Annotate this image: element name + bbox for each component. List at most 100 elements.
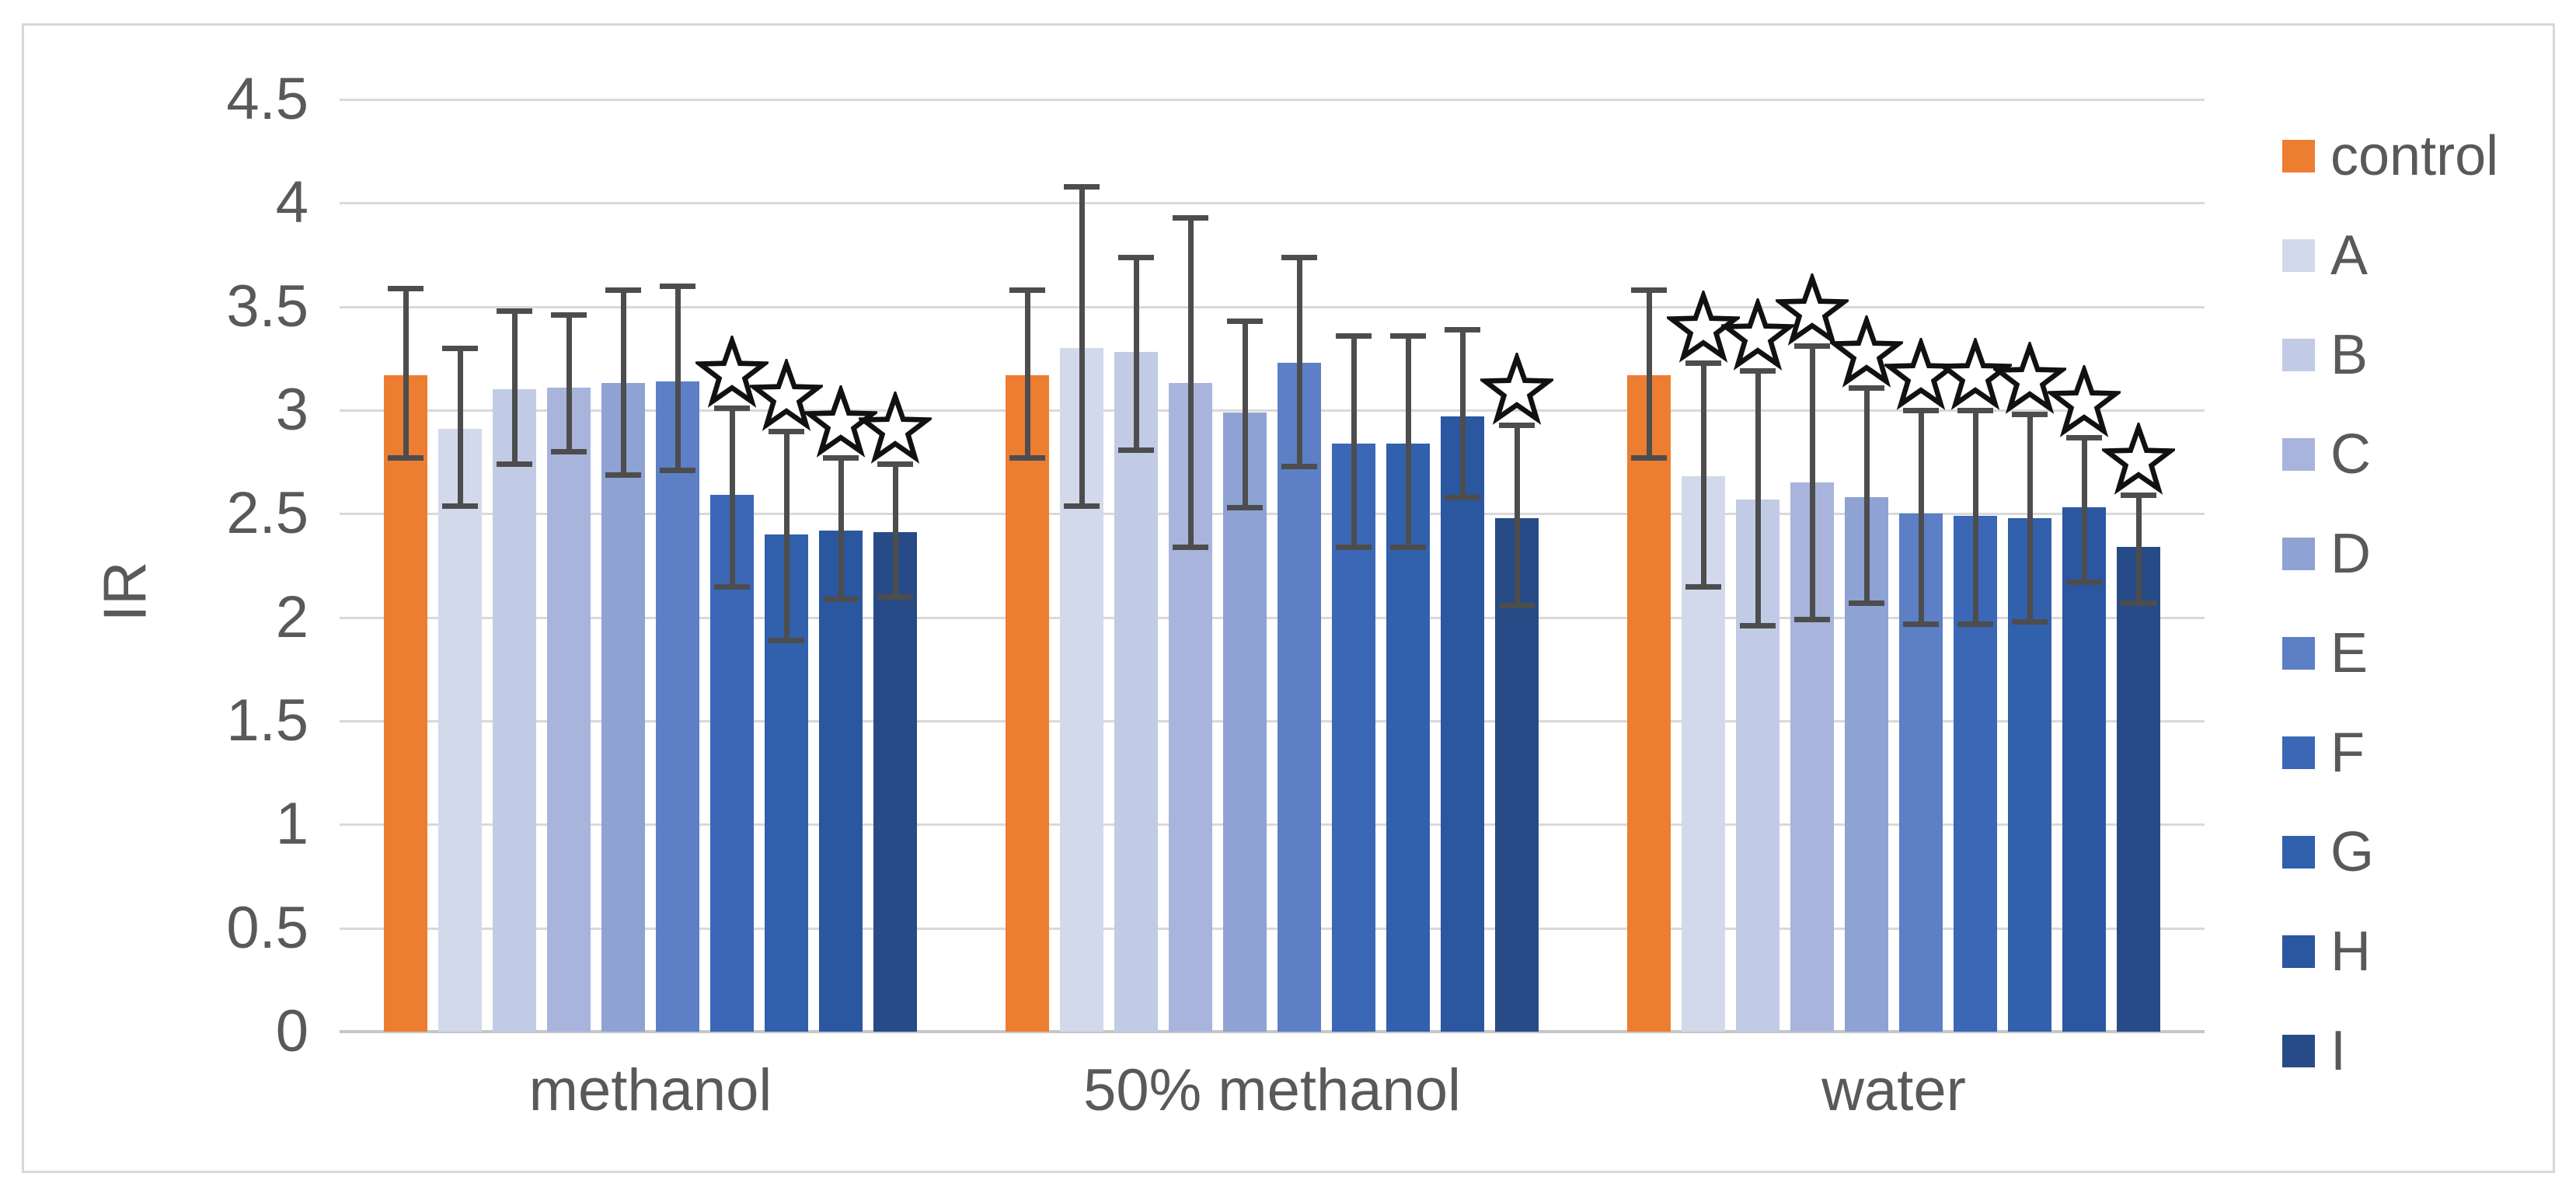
error-bar-cap-bottom <box>823 596 859 602</box>
error-bar-cap-bottom <box>714 583 750 590</box>
error-bar-cap-top <box>497 308 532 314</box>
legend-label: H <box>2330 921 2371 983</box>
legend-swatch-i <box>2282 1035 2315 1067</box>
significance-star-icon <box>1827 312 1906 388</box>
error-bar-cap-bottom <box>2066 580 2102 586</box>
error-bar-line <box>2027 414 2033 621</box>
error-bar-cap-bottom <box>1740 623 1776 629</box>
error-bar-line <box>1024 290 1030 458</box>
error-bar-cap-top <box>1173 215 1208 221</box>
error-bar-cap-bottom <box>1009 455 1045 461</box>
error-bar-line <box>1459 329 1466 497</box>
legend-item-d: D <box>2282 520 2371 587</box>
error-bar-line <box>1079 186 1085 506</box>
bar-e-50-methanol <box>1278 362 1321 1032</box>
bar-i-methanol <box>873 532 917 1032</box>
legend-item-i: I <box>2282 1018 2346 1084</box>
y-tick-label: 2 <box>275 583 308 650</box>
error-bar-line <box>1809 346 1815 620</box>
error-bar-cap-top <box>2121 493 2156 499</box>
legend-item-h: H <box>2282 918 2371 985</box>
error-bar-cap-top <box>2066 434 2102 440</box>
error-bar-cap-top <box>660 284 695 289</box>
error-bar-cap-bottom <box>1227 505 1263 511</box>
error-bar-line <box>620 290 626 475</box>
gridline <box>340 927 2205 930</box>
error-bar-cap-bottom <box>660 468 695 474</box>
error-bar-line <box>1405 336 1411 547</box>
error-bar-line <box>892 464 898 597</box>
legend-swatch-control <box>2282 140 2315 172</box>
significance-star-icon <box>2099 419 2178 496</box>
legend-swatch-e <box>2282 637 2315 670</box>
error-bar-cap-top <box>1227 319 1263 325</box>
error-bar-cap-bottom <box>1499 602 1535 608</box>
error-bar-cap-bottom <box>769 638 804 643</box>
bar-control-water <box>1627 374 1671 1032</box>
error-bar-cap-top <box>1281 254 1317 260</box>
error-bar-line <box>566 315 572 452</box>
error-bar-cap-bottom <box>442 503 478 509</box>
error-bar-cap-bottom <box>1445 495 1480 500</box>
legend-item-control: control <box>2282 123 2498 190</box>
bar-h-methanol <box>819 530 863 1032</box>
significance-star-icon <box>801 382 880 458</box>
significance-star-icon <box>1718 295 1797 371</box>
gridline <box>340 305 2205 308</box>
x-category-label: water <box>1821 1057 1966 1123</box>
error-bar-cap-top <box>1631 287 1667 294</box>
error-bar-line <box>1755 371 1761 626</box>
legend-label: D <box>2330 523 2371 585</box>
error-bar-cap-bottom <box>497 461 532 468</box>
error-bar-cap-top <box>1957 408 1993 413</box>
bar-d-methanol <box>601 383 645 1032</box>
error-bar-cap-top <box>714 406 750 412</box>
error-bar-line <box>1351 336 1357 547</box>
error-bar-cap-bottom <box>1957 621 1993 627</box>
y-tick-label: 2.5 <box>226 480 308 547</box>
legend-item-a: A <box>2282 222 2368 289</box>
x-category-label: 50% methanol <box>1083 1057 1461 1123</box>
error-bar-cap-bottom <box>877 594 913 600</box>
legend-label: B <box>2330 324 2369 386</box>
error-bar-cap-top <box>605 287 641 294</box>
significance-star-icon <box>747 356 826 432</box>
error-bar-cap-top <box>2012 412 2048 418</box>
legend-swatch-h <box>2282 935 2315 968</box>
error-bar-line <box>838 458 844 599</box>
error-bar-cap-top <box>1740 368 1776 374</box>
legend-label: control <box>2330 125 2499 187</box>
legend-label: E <box>2330 622 2369 684</box>
significance-star-icon <box>2044 362 2124 438</box>
significance-star-icon <box>1477 350 1556 426</box>
error-bar-cap-bottom <box>1849 600 1884 606</box>
error-bar-line <box>511 311 518 465</box>
y-tick-label: 3.5 <box>226 273 308 339</box>
y-tick-label: 1 <box>275 791 308 858</box>
y-tick-label: 0.5 <box>226 894 308 961</box>
legend-item-e: E <box>2282 620 2368 687</box>
error-bar-cap-top <box>1009 287 1045 294</box>
gridline <box>340 616 2205 619</box>
y-tick-label: 3 <box>275 377 308 443</box>
error-bar-cap-top <box>1064 184 1100 190</box>
legend-swatch-b <box>2282 339 2315 371</box>
bar-a-methanol <box>438 429 482 1032</box>
bar-b-50-methanol <box>1114 352 1158 1032</box>
error-bar-cap-bottom <box>1173 545 1208 550</box>
significance-star-icon <box>1936 335 2015 411</box>
error-bar-cap-top <box>1445 327 1480 332</box>
error-bar-cap-bottom <box>1281 464 1317 469</box>
legend-swatch-a <box>2282 239 2315 272</box>
error-bar-cap-top <box>1794 343 1830 350</box>
legend-item-b: B <box>2282 322 2368 388</box>
legend-swatch-g <box>2282 836 2315 869</box>
bar-c-methanol <box>547 387 591 1032</box>
y-tick-label: 4.5 <box>226 66 308 132</box>
legend-label: A <box>2330 225 2369 287</box>
error-bar-line <box>675 286 681 471</box>
error-bar-cap-top <box>1390 333 1426 339</box>
error-bar-cap-top <box>877 461 913 468</box>
bar-h-50-methanol <box>1441 416 1484 1032</box>
